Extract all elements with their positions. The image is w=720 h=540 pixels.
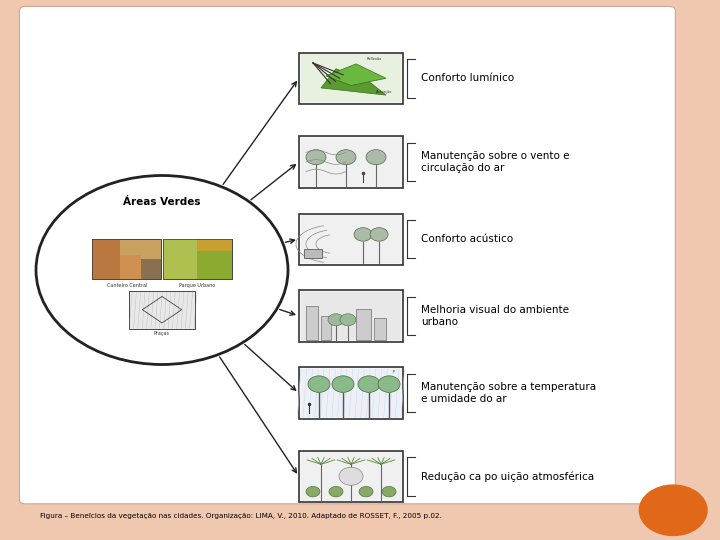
Bar (130, 291, 194, 328)
Bar (356, 309, 371, 340)
Text: Manutenção sobre o vento e
circulação do ar: Manutenção sobre o vento e circulação do… (421, 151, 570, 173)
Text: Conforto lumínico: Conforto lumínico (421, 73, 514, 83)
Bar (301, 453, 401, 500)
Circle shape (339, 467, 363, 485)
Circle shape (382, 487, 396, 497)
Text: Parque Urbano: Parque Urbano (179, 283, 215, 288)
Bar (301, 54, 401, 102)
Bar (301, 369, 401, 417)
Text: P: P (393, 369, 395, 374)
Text: Melhoria visual do ambiente
urbano: Melhoria visual do ambiente urbano (421, 305, 570, 327)
Bar (197, 251, 232, 279)
Bar (163, 239, 232, 279)
Polygon shape (321, 69, 386, 95)
Polygon shape (326, 64, 386, 85)
Bar (163, 239, 197, 279)
Text: Absorção: Absorção (376, 90, 392, 93)
Text: Figura – Beneïcios da vegetação nas cidades. Organização: LIMA, V., 2010. Adapta: Figura – Beneïcios da vegetação nas cida… (40, 512, 441, 519)
Bar (301, 215, 401, 263)
Circle shape (340, 314, 356, 326)
Bar (92, 239, 120, 279)
Text: Canteiro Central: Canteiro Central (107, 283, 147, 288)
Bar (301, 292, 401, 340)
FancyBboxPatch shape (19, 6, 675, 504)
Circle shape (329, 487, 343, 497)
Text: Áreas Verdes: Áreas Verdes (123, 197, 201, 207)
Bar (299, 367, 403, 419)
Bar (306, 306, 318, 340)
Text: Reflexão: Reflexão (366, 57, 382, 62)
Circle shape (336, 150, 356, 165)
Circle shape (306, 150, 326, 165)
Bar (299, 137, 403, 188)
Circle shape (359, 487, 373, 497)
Bar (321, 316, 331, 340)
Bar (140, 259, 161, 279)
Bar (92, 239, 161, 279)
Circle shape (366, 150, 386, 165)
Bar (92, 239, 161, 279)
Circle shape (378, 376, 400, 393)
Circle shape (358, 376, 380, 393)
Bar (197, 239, 232, 251)
Circle shape (354, 228, 372, 241)
Text: Manutenção sobre a temperatura
e umidade do ar: Manutenção sobre a temperatura e umidade… (421, 382, 596, 404)
Bar (304, 249, 322, 259)
Bar (130, 291, 194, 328)
Bar (299, 52, 403, 104)
Bar (120, 255, 140, 279)
Bar (374, 318, 386, 340)
Bar (163, 239, 232, 279)
Circle shape (306, 487, 320, 497)
Text: Conforto acústico: Conforto acústico (421, 234, 513, 244)
Text: Redução ca po uição atmosférica: Redução ca po uição atmosférica (421, 471, 594, 482)
Circle shape (370, 228, 388, 241)
Circle shape (328, 314, 344, 326)
Bar (299, 213, 403, 265)
Circle shape (308, 376, 330, 393)
Circle shape (332, 376, 354, 393)
Bar (301, 138, 401, 186)
Bar (299, 450, 403, 502)
Circle shape (639, 484, 708, 536)
Text: Praças: Praças (154, 331, 170, 336)
Bar (299, 291, 403, 342)
Circle shape (36, 176, 288, 364)
